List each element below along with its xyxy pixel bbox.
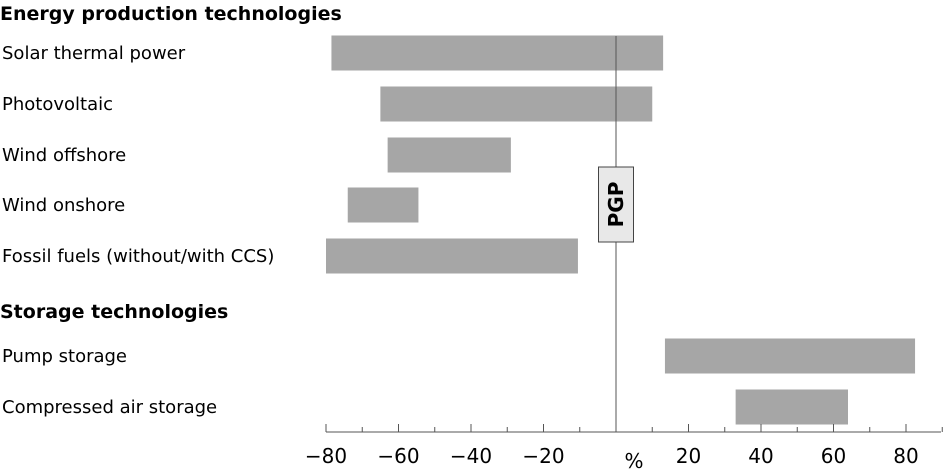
category-label: Compressed air storage bbox=[2, 397, 217, 418]
range-bar bbox=[326, 238, 578, 274]
x-tick-label: −80 bbox=[305, 444, 347, 468]
x-tick-label: 40 bbox=[748, 444, 773, 468]
category-label: Wind onshore bbox=[2, 195, 125, 216]
x-tick-label: −40 bbox=[450, 444, 492, 468]
range-bar bbox=[380, 86, 653, 122]
category-label: Solar thermal power bbox=[2, 43, 186, 64]
x-tick-label: −60 bbox=[377, 444, 419, 468]
pgp-label: PGP bbox=[604, 182, 628, 228]
pgp-label-box bbox=[598, 166, 634, 243]
category-label: Photovoltaic bbox=[2, 94, 113, 115]
range-bar bbox=[735, 389, 848, 425]
x-axis-label: % bbox=[624, 449, 643, 471]
group-title: Storage technologies bbox=[0, 301, 228, 323]
x-tick-label: −20 bbox=[522, 444, 564, 468]
group-title: Energy production technologies bbox=[0, 3, 342, 25]
range-bar bbox=[347, 187, 419, 223]
category-label: Pump storage bbox=[2, 346, 127, 367]
x-tick-label: 60 bbox=[821, 444, 846, 468]
x-tick-label: 20 bbox=[676, 444, 701, 468]
x-tick-label: 80 bbox=[893, 444, 918, 468]
category-label: Fossil fuels (without/with CCS) bbox=[2, 246, 274, 267]
range-bar bbox=[331, 35, 664, 71]
category-label: Wind offshore bbox=[2, 145, 126, 166]
range-bar bbox=[664, 338, 916, 374]
range-bar bbox=[387, 137, 511, 173]
